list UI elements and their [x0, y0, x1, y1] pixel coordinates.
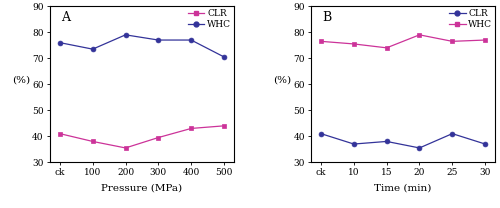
Legend: CLR, WHC: CLR, WHC [188, 8, 232, 30]
X-axis label: Time (min): Time (min) [374, 183, 432, 192]
Legend: CLR, WHC: CLR, WHC [448, 8, 493, 30]
X-axis label: Pressure (MPa): Pressure (MPa) [102, 183, 182, 192]
Text: B: B [322, 11, 332, 24]
Y-axis label: (%): (%) [273, 75, 291, 84]
Y-axis label: (%): (%) [12, 75, 30, 84]
Text: A: A [61, 11, 70, 24]
